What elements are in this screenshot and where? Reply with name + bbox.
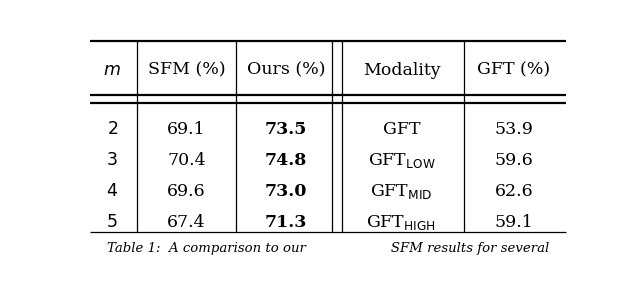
Text: GFT$_{\mathrm{MID}}$: GFT$_{\mathrm{MID}}$ (370, 182, 433, 201)
Text: 73.0: 73.0 (264, 183, 307, 200)
Text: SFM (%): SFM (%) (148, 62, 225, 79)
Text: Ours (%): Ours (%) (246, 62, 325, 79)
Text: 69.6: 69.6 (167, 183, 206, 200)
Text: $2$: $2$ (107, 121, 118, 138)
Text: 71.3: 71.3 (265, 214, 307, 231)
Text: 53.9: 53.9 (495, 121, 533, 138)
Text: 74.8: 74.8 (265, 152, 307, 169)
Text: Modality: Modality (363, 62, 440, 79)
Text: 59.6: 59.6 (495, 152, 533, 169)
Text: $m$: $m$ (104, 62, 121, 79)
Text: 67.4: 67.4 (167, 214, 206, 231)
Text: GFT$_{\mathrm{LOW}}$: GFT$_{\mathrm{LOW}}$ (367, 151, 435, 170)
Text: $3$: $3$ (106, 152, 118, 169)
Text: GFT: GFT (383, 121, 420, 138)
Text: 62.6: 62.6 (495, 183, 533, 200)
Text: 59.1: 59.1 (495, 214, 533, 231)
Text: Table 1:  A comparison to our                    SFM results for several: Table 1: A comparison to our SFM results… (107, 242, 549, 255)
Text: GFT$_{\mathrm{HIGH}}$: GFT$_{\mathrm{HIGH}}$ (367, 213, 436, 232)
Text: $5$: $5$ (106, 214, 118, 231)
Text: 73.5: 73.5 (265, 121, 307, 138)
Text: 70.4: 70.4 (167, 152, 206, 169)
Text: 69.1: 69.1 (167, 121, 206, 138)
Text: GFT (%): GFT (%) (477, 62, 550, 79)
Text: $4$: $4$ (106, 183, 118, 200)
